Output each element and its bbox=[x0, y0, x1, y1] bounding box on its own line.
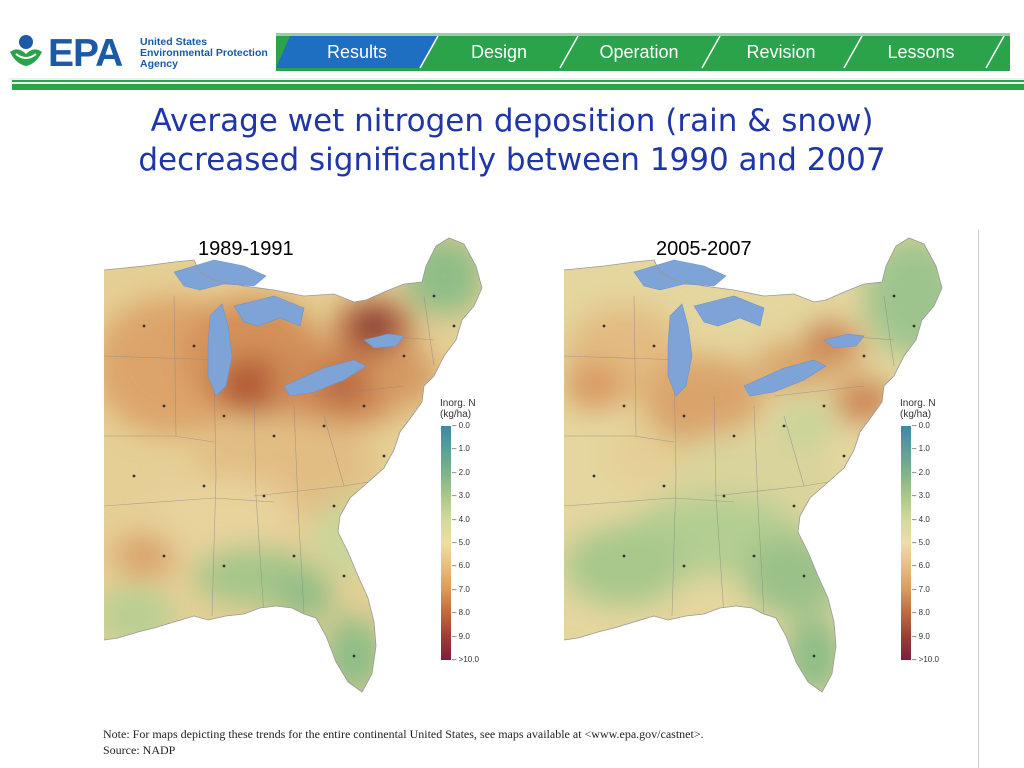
legend-tick: – 1.0 bbox=[452, 444, 470, 454]
legend-tick: – 2.0 bbox=[912, 467, 930, 477]
agency-line-2: Environmental Protection bbox=[140, 47, 268, 59]
agency-name: United States Environmental Protection A… bbox=[140, 37, 280, 70]
legend-color-bar bbox=[901, 426, 911, 660]
legend-tick: – 7.0 bbox=[912, 584, 930, 594]
map-2005-2007: 2005-2007 bbox=[564, 226, 974, 716]
deposition-map-1 bbox=[104, 237, 483, 693]
legend-tick: – 5.0 bbox=[912, 538, 930, 547]
legend-tick: – 4.0 bbox=[912, 514, 930, 524]
deposition-map-2 bbox=[564, 237, 943, 693]
map-label-2005-2007: 2005-2007 bbox=[656, 238, 752, 260]
nav-operation[interactable]: Operation bbox=[599, 42, 679, 62]
legend-tick: – 0.0 bbox=[912, 421, 930, 430]
legend-tick: – 9.0 bbox=[452, 631, 470, 641]
legend-tick: – 2.0 bbox=[452, 467, 470, 477]
source-text: Source: NADP bbox=[103, 743, 176, 757]
legend-title-line-1: Inorg. N bbox=[900, 398, 936, 409]
header-rule bbox=[8, 78, 1024, 90]
legend-tick: – 8.0 bbox=[912, 608, 930, 618]
legend-tick: – 5.0 bbox=[452, 538, 470, 547]
title-line-1: Average wet nitrogen deposition (rain & … bbox=[150, 103, 874, 139]
legend-title-line-2: (kg/ha) bbox=[900, 409, 932, 420]
legend-tick: – 1.0 bbox=[912, 444, 930, 454]
legend-tick: – 3.0 bbox=[912, 491, 930, 501]
legend-map-2: Inorg. N (kg/ha) – 0.0 – 1.0 – 2.0 – 3.0 – 4… bbox=[900, 398, 958, 668]
divider-line bbox=[978, 230, 979, 768]
legend-map-1: Inorg. N (kg/ha) – 0.0 – 1.0 – 2.0 – 3.0 – 4… bbox=[440, 398, 498, 668]
top-nav: Results Design Operation Revision Lesson… bbox=[276, 33, 1010, 71]
legend-title-line-2: (kg/ha) bbox=[440, 409, 472, 420]
legend-tick: – >10.0 bbox=[452, 655, 479, 664]
map-label-1989-1991: 1989-1991 bbox=[198, 238, 294, 260]
legend-tick: – 9.0 bbox=[912, 631, 930, 641]
nav-background bbox=[276, 33, 1010, 71]
legend-tick: – 0.0 bbox=[452, 421, 470, 430]
legend-tick: – 7.0 bbox=[452, 584, 470, 594]
legend-color-bar bbox=[441, 426, 451, 660]
title-line-2: decreased significantly between 1990 and… bbox=[138, 142, 886, 178]
legend-title-line-1: Inorg. N bbox=[440, 398, 476, 409]
legend-tick: – 4.0 bbox=[452, 514, 470, 524]
nav-results[interactable]: Results bbox=[326, 42, 388, 62]
legend-tick: – 3.0 bbox=[452, 491, 470, 501]
nav-design[interactable]: Design bbox=[470, 42, 528, 62]
legend-tick: – 6.0 bbox=[912, 561, 930, 571]
epa-wordmark: EPA bbox=[48, 32, 123, 75]
slide-title: Average wet nitrogen deposition (rain & … bbox=[40, 102, 984, 180]
note-text: Note: For maps depicting these trends fo… bbox=[103, 727, 704, 741]
legend-tick: – 6.0 bbox=[452, 561, 470, 571]
nav-lessons[interactable]: Lessons bbox=[887, 42, 955, 62]
epa-logo: EPA United States Environmental Protecti… bbox=[8, 32, 270, 74]
legend-title: Inorg. N (kg/ha) bbox=[900, 398, 960, 420]
map-1989-1991: 1989-1991 bbox=[104, 226, 514, 716]
legend-title: Inorg. N (kg/ha) bbox=[440, 398, 500, 420]
epa-flower-icon bbox=[10, 35, 42, 66]
agency-line-1: United States bbox=[140, 36, 208, 48]
nav-revision[interactable]: Revision bbox=[746, 42, 816, 62]
agency-line-3: Agency bbox=[140, 58, 178, 70]
legend-tick: – >10.0 bbox=[912, 655, 939, 664]
source-note: Note: For maps depicting these trends fo… bbox=[103, 726, 704, 758]
legend-tick: – 8.0 bbox=[452, 608, 470, 618]
